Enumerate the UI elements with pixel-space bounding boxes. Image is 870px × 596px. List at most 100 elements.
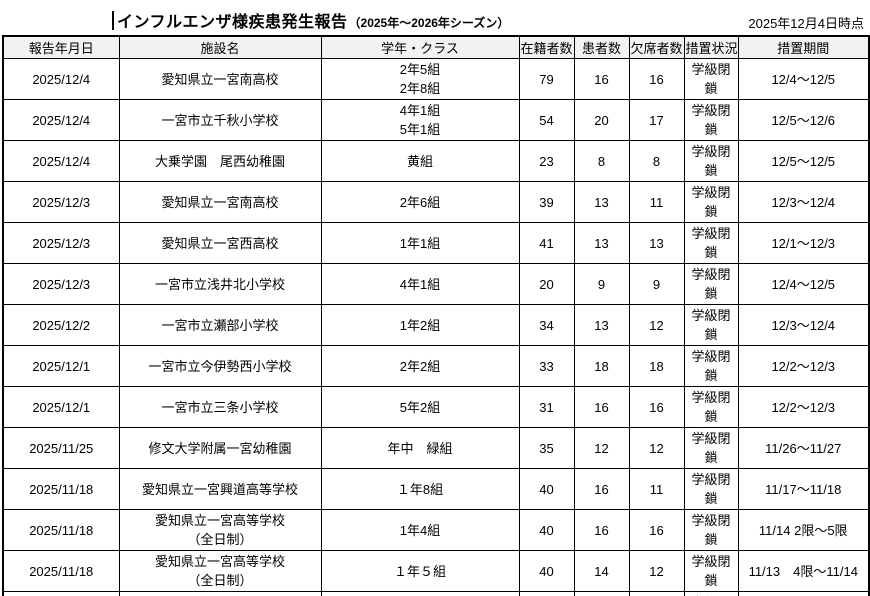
column-header: 欠席者数 — [628, 35, 685, 59]
cell-measure: 学級閉鎖 — [683, 386, 739, 428]
cell-grade-class: １年8組 — [320, 468, 520, 510]
cell-grade-class: 1年4組 — [320, 509, 520, 551]
page-title: インフルエンザ様疾患発生報告 — [117, 14, 348, 31]
title-group: インフルエンザ様疾患発生報告 （2025年～2026年シーズン） — [112, 8, 509, 32]
cell-period: 11/19～11/20 — [737, 591, 870, 596]
cell-patients: 12 — [573, 427, 630, 469]
cell-patients: 16 — [573, 509, 630, 551]
cell-period: 12/1～12/3 — [737, 222, 870, 264]
cell-absentees: 24 — [628, 591, 685, 596]
cell-enrolled: 61 — [518, 591, 575, 596]
cell-grade-class: 1年2組 — [320, 304, 520, 346]
cell-date: 2025/12/1 — [2, 386, 120, 428]
cell-grade-class: 4年1組 — [320, 263, 520, 305]
table-row: 2025/11/25 修文大学附属一宮幼稚園 年中 緑組 35 12 12 学級閉鎖 11/2… — [2, 427, 870, 469]
table-row: 2025/11/18 愛知県立一宮興道高等学校 １年8組 40 16 11 学級閉鎖 11/1… — [2, 468, 870, 510]
cell-measure: 学級閉鎖 — [683, 181, 739, 223]
cell-grade-class: １年５組 — [320, 550, 520, 592]
cell-enrolled: 40 — [518, 550, 575, 592]
cell-enrolled: 40 — [518, 509, 575, 551]
cell-date: 2025/12/4 — [2, 99, 120, 141]
cell-patients: 8 — [573, 140, 630, 182]
cell-date: 2025/11/18 — [2, 509, 120, 551]
cell-grade-class: 2年5組 2年8組 — [320, 58, 520, 100]
cell-patients: 14 — [573, 550, 630, 592]
cell-enrolled: 34 — [518, 304, 575, 346]
cell-facility: 修文大学附属一宮幼稚園 — [118, 427, 322, 469]
report-table: 報告年月日 施設名 学年・クラス 在籍者数 患者数 欠席者数 措置状況 措置期間 2025/1… — [2, 35, 870, 596]
column-header: 患者数 — [573, 35, 630, 59]
column-header: 施設名 — [118, 35, 322, 59]
table-row: 2025/12/2 一宮市立瀬部小学校 1年2組 34 13 12 学級閉鎖 12/3～12/… — [2, 304, 870, 346]
cell-period: 12/2～12/3 — [737, 386, 870, 428]
cell-measure: 学級閉鎖 — [683, 304, 739, 346]
cell-facility: 一宮市立千秋小学校 — [118, 99, 322, 141]
cell-grade-class: 1年1組 — [320, 222, 520, 264]
table-row: 2025/12/1 一宮市立三条小学校 5年2組 31 16 16 学級閉鎖 12/2～12/… — [2, 386, 870, 428]
cell-absentees: 17 — [628, 99, 685, 141]
cell-absentees: 12 — [628, 304, 685, 346]
cell-patients: 20 — [573, 99, 630, 141]
cell-absentees: 16 — [628, 509, 685, 551]
cell-period: 12/4～12/5 — [737, 58, 870, 100]
cell-period: 12/2～12/3 — [737, 345, 870, 387]
cell-facility: 愛知県立一宮高等学校 （全日制） — [118, 509, 322, 551]
as-of-date: 2025年12月4日時点 — [748, 16, 864, 31]
cell-date: 2025/11/18 — [2, 591, 120, 596]
cell-period: 12/5～12/6 — [737, 99, 870, 141]
cell-grade-class: 年中 緑組 — [320, 427, 520, 469]
table-row: 2025/12/4 大乗学園 尾西幼稚園 黄組 23 8 8 学級閉鎖 12/5～12/5 — [2, 140, 870, 182]
cell-measure: 学級閉鎖 — [683, 140, 739, 182]
column-header: 措置期間 — [737, 35, 870, 59]
title-bar: インフルエンザ様疾患発生報告 （2025年～2026年シーズン） 2025年12… — [0, 0, 870, 35]
column-header: 在籍者数 — [518, 35, 575, 59]
cell-measure: 学級閉鎖 — [683, 99, 739, 141]
cell-enrolled: 35 — [518, 427, 575, 469]
table-row: 2025/11/18 愛知県立一宮高等学校 （全日制） 1年4組 40 16 16 学級閉鎖… — [2, 509, 870, 551]
cell-patients: 13 — [573, 222, 630, 264]
cell-enrolled: 20 — [518, 263, 575, 305]
cell-date: 2025/11/18 — [2, 468, 120, 510]
cell-patients: 13 — [573, 181, 630, 223]
cell-period: 12/4～12/5 — [737, 263, 870, 305]
cell-enrolled: 23 — [518, 140, 575, 182]
cell-grade-class: 1年1組、2年5組 — [320, 591, 520, 596]
cell-patients: 35 — [573, 591, 630, 596]
cell-enrolled: 79 — [518, 58, 575, 100]
cell-measure: 学級閉鎖 — [683, 591, 739, 596]
text-cursor-icon — [112, 10, 114, 30]
table-row: 2025/12/3 一宮市立浅井北小学校 4年1組 20 9 9 学級閉鎖 12/4～12/5 — [2, 263, 870, 305]
cell-patients: 16 — [573, 386, 630, 428]
cell-period: 11/13 4限～11/14 — [737, 550, 870, 592]
cell-measure: 学級閉鎖 — [683, 427, 739, 469]
cell-absentees: 16 — [628, 58, 685, 100]
cell-period: 12/3～12/4 — [737, 304, 870, 346]
cell-date: 2025/12/4 — [2, 58, 120, 100]
cell-facility: 愛知県立一宮高等学校 （全日制） — [118, 550, 322, 592]
cell-period: 11/14 2限～5限 — [737, 509, 870, 551]
cell-facility: 一宮市立今伊勢小学校 — [118, 591, 322, 596]
cell-date: 2025/12/3 — [2, 222, 120, 264]
cell-measure: 学級閉鎖 — [683, 468, 739, 510]
cell-patients: 16 — [573, 468, 630, 510]
table-row: 2025/11/18一宮市立今伊勢小学校1年1組、2年5組613524学級閉鎖1… — [2, 591, 870, 596]
cell-grade-class: 5年2組 — [320, 386, 520, 428]
cell-date: 2025/11/25 — [2, 427, 120, 469]
cell-date: 2025/12/3 — [2, 263, 120, 305]
cell-enrolled: 39 — [518, 181, 575, 223]
table-row: 2025/11/18 愛知県立一宮高等学校 （全日制） １年５組 40 14 12 学級閉鎖… — [2, 550, 870, 592]
cell-enrolled: 54 — [518, 99, 575, 141]
cell-measure: 学級閉鎖 — [683, 58, 739, 100]
cell-absentees: 11 — [628, 468, 685, 510]
cell-absentees: 16 — [628, 386, 685, 428]
column-header: 措置状況 — [683, 35, 739, 59]
season-label: （2025年～2026年シーズン） — [348, 16, 510, 30]
cell-absentees: 18 — [628, 345, 685, 387]
table-row: 2025/12/1 一宮市立今伊勢西小学校 2年2組 33 18 18 学級閉鎖 12/2～1… — [2, 345, 870, 387]
cell-enrolled: 41 — [518, 222, 575, 264]
cell-absentees: 8 — [628, 140, 685, 182]
cell-period: 11/26～11/27 — [737, 427, 870, 469]
cell-enrolled: 31 — [518, 386, 575, 428]
cell-absentees: 9 — [628, 263, 685, 305]
table-row: 2025/12/4 愛知県立一宮南高校 2年5組 2年8組 79 16 16 学級閉鎖 12/… — [2, 58, 870, 100]
